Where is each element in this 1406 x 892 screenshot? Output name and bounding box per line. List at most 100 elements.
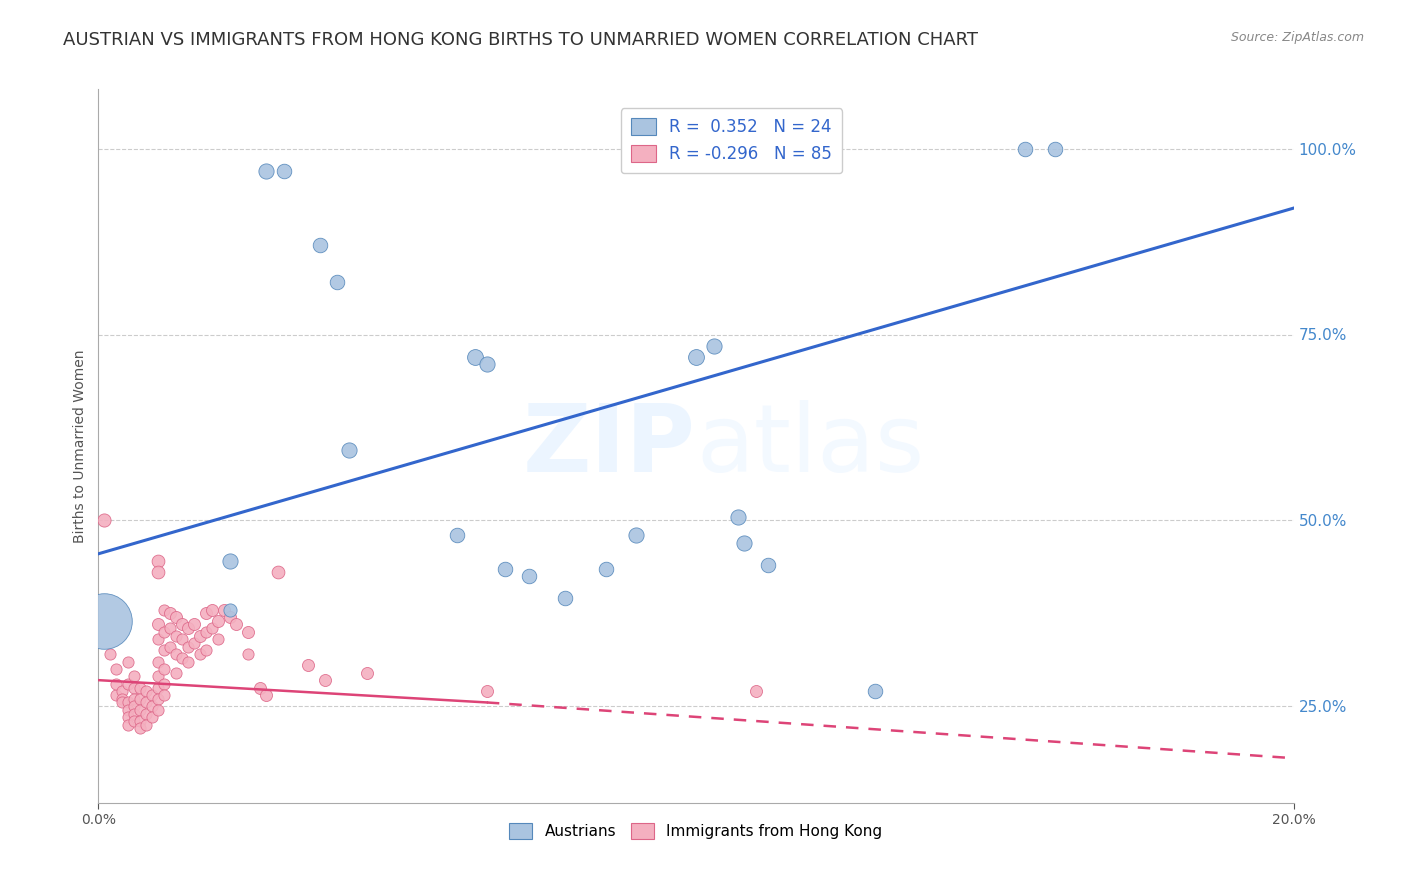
Point [446,528,468,542]
Point [554,591,576,606]
Y-axis label: Births to Unmarried Women: Births to Unmarried Women [73,350,87,542]
Point [153,624,176,639]
Point [159,640,181,654]
Point [111,691,134,706]
Point [745,684,768,698]
Point [177,621,200,635]
Point [141,688,163,702]
Point [124,669,146,683]
Point [207,632,229,647]
Point [254,164,277,178]
Point [93,513,115,527]
Point [165,610,187,624]
Point [475,357,498,371]
Point [865,684,887,698]
Point [464,350,486,364]
Point [201,621,224,635]
Point [148,681,170,695]
Text: ZIP: ZIP [523,400,696,492]
Point [117,703,139,717]
Point [153,688,176,702]
Point [135,706,157,721]
Point [207,614,229,628]
Point [105,677,128,691]
Point [148,655,170,669]
Point [165,665,187,680]
Point [219,554,242,568]
Point [117,655,139,669]
Legend: Austrians, Immigrants from Hong Kong: Austrians, Immigrants from Hong Kong [503,817,889,845]
Point [308,238,330,252]
Point [177,640,200,654]
Point [249,681,271,695]
Point [124,714,146,728]
Point [148,617,170,632]
Point [129,691,152,706]
Point [159,621,181,635]
Point [124,706,146,721]
Point [595,562,617,576]
Point [494,562,516,576]
Point [326,276,349,290]
Point [517,569,540,583]
Point [172,632,194,647]
Point [98,647,122,661]
Point [212,602,235,616]
Point [124,699,146,714]
Point [727,509,749,524]
Point [153,662,176,676]
Text: AUSTRIAN VS IMMIGRANTS FROM HONG KONG BIRTHS TO UNMARRIED WOMEN CORRELATION CHAR: AUSTRIAN VS IMMIGRANTS FROM HONG KONG BI… [63,31,979,49]
Point [117,677,139,691]
Point [153,677,176,691]
Point [124,691,146,706]
Point [124,681,146,695]
Point [219,602,242,616]
Point [267,566,290,580]
Point [188,647,211,661]
Point [135,696,157,710]
Point [105,662,128,676]
Point [141,699,163,714]
Point [135,717,157,731]
Point [339,442,361,457]
Point [201,602,224,616]
Point [117,710,139,724]
Point [148,632,170,647]
Point [148,566,170,580]
Point [685,350,707,364]
Point [1043,142,1066,156]
Point [111,696,134,710]
Point [117,696,139,710]
Point [153,602,176,616]
Text: Source: ZipAtlas.com: Source: ZipAtlas.com [1230,31,1364,45]
Point [756,558,779,572]
Point [129,681,152,695]
Point [172,617,194,632]
Point [183,636,205,650]
Point [733,535,755,549]
Point [195,624,218,639]
Point [117,717,139,731]
Point [219,610,242,624]
Point [165,647,187,661]
Point [273,164,295,178]
Point [105,688,128,702]
Point [141,710,163,724]
Point [475,684,498,698]
Point [165,629,187,643]
Point [135,684,157,698]
Point [172,651,194,665]
Point [129,714,152,728]
Point [148,703,170,717]
Point [703,338,725,352]
Point [225,617,247,632]
Point [148,669,170,683]
Point [153,643,176,657]
Point [195,643,218,657]
Point [183,617,205,632]
Point [236,624,259,639]
Point [148,554,170,568]
Point [236,647,259,661]
Point [148,691,170,706]
Point [315,673,337,688]
